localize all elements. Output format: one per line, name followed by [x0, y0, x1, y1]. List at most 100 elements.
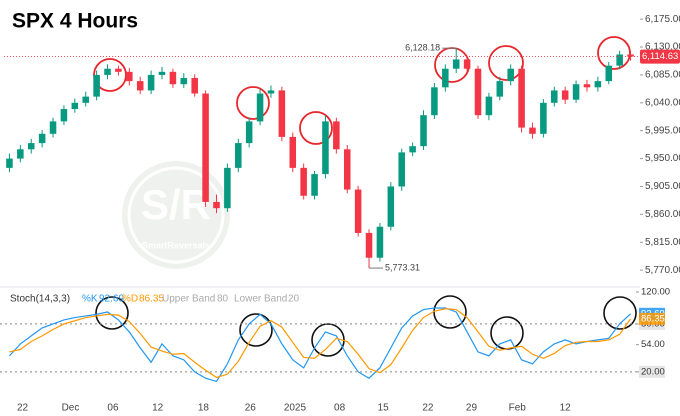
candle-body — [376, 226, 384, 258]
candle-body — [365, 232, 373, 258]
candle-body — [333, 121, 340, 150]
candle-body — [115, 68, 122, 72]
highlight-circle — [490, 316, 524, 350]
candle-body — [529, 127, 536, 134]
watermark: S/R SmartReversals — [122, 161, 230, 269]
legend-name: %K — [82, 294, 98, 305]
candle-body — [343, 149, 351, 190]
highlight-circle — [603, 296, 637, 330]
y-tick-label: 5,770.00 — [645, 265, 680, 276]
highlight-circle — [299, 111, 333, 145]
x-tick-label: 12 — [560, 403, 572, 414]
candle-body — [136, 81, 144, 91]
candle-body — [224, 167, 231, 209]
y-tick-label: 5,860.00 — [645, 209, 680, 220]
candle-body — [202, 93, 209, 202]
last-value-badge — [639, 312, 665, 325]
x-tick-label: Dec — [62, 403, 80, 414]
candle-body — [496, 81, 504, 97]
y-tick-label: 6,085.00 — [645, 70, 680, 81]
legend-band-name: Lower Band — [234, 294, 287, 305]
highlight-circle — [95, 296, 129, 330]
legend-name: %D — [122, 294, 138, 305]
candle-body — [485, 96, 493, 116]
candle-body — [17, 149, 24, 159]
candle-body — [387, 186, 395, 227]
candle-body — [551, 90, 558, 103]
candle-body — [605, 65, 613, 82]
candle-body — [627, 54, 634, 57]
y-tick-label: 5,995.00 — [645, 125, 680, 136]
highlight-circle — [236, 86, 270, 120]
x-tick-label: 15 — [378, 403, 390, 414]
candle-body — [300, 167, 307, 196]
watermark-logo: S/R — [141, 181, 211, 228]
candle-body — [235, 143, 242, 168]
y-tick-label: 20.00 — [641, 366, 665, 377]
candle-body — [180, 78, 188, 85]
candle-body — [463, 59, 471, 69]
x-tick-label: 08 — [334, 403, 346, 414]
x-tick-label: 22 — [17, 403, 29, 414]
candle-body — [354, 189, 362, 233]
legend-band-name: Upper Band — [162, 294, 215, 305]
highlight-circle — [239, 313, 273, 347]
watermark-ring — [127, 166, 225, 264]
candle-body — [213, 201, 220, 209]
y-tick-label: 6,175.00 — [645, 14, 680, 25]
candle-body — [256, 93, 264, 122]
x-tick-label: 18 — [198, 403, 210, 414]
x-tick-label: 2025 — [284, 403, 307, 414]
last-value-label: 86.35 — [641, 313, 665, 324]
x-tick-label: 12 — [152, 403, 164, 414]
tick-badge — [639, 365, 665, 378]
annotation-label: 5,773.31 — [385, 262, 420, 272]
candle-body — [322, 121, 329, 175]
candle-body — [474, 68, 482, 116]
x-tick-label: Feb — [509, 403, 527, 414]
price-circles — [93, 36, 631, 145]
y-tick-label: 120.00 — [641, 287, 670, 298]
chart-title: SPX 4 Hours — [12, 10, 138, 33]
candle-body — [507, 68, 514, 82]
x-tick-label: 22 — [422, 403, 434, 414]
candle-body — [420, 115, 427, 147]
candle-body — [147, 74, 155, 91]
y-tick-label: 54.00 — [641, 339, 665, 350]
candle-body — [616, 54, 623, 66]
candle-body — [594, 81, 602, 88]
candle-body — [126, 71, 133, 82]
candle-body — [452, 59, 460, 69]
highlight-circle — [433, 295, 467, 329]
candle-body — [572, 84, 580, 100]
candle-body — [278, 90, 286, 137]
y-tick-label: 5,950.00 — [645, 153, 680, 164]
highlight-circle — [488, 45, 524, 81]
y-tick-label: 5,905.00 — [645, 181, 680, 192]
candle-body — [60, 109, 68, 122]
candle-body — [169, 71, 177, 85]
candle-body — [442, 68, 449, 88]
watermark-name: SmartReversals — [142, 240, 210, 250]
candle-body — [158, 71, 166, 75]
candle-body — [583, 84, 591, 88]
candle-body — [49, 121, 57, 134]
y-tick-label: 6,040.00 — [645, 97, 680, 108]
x-tick-label: 29 — [466, 403, 478, 414]
y-tick-label: 5,815.00 — [645, 237, 680, 248]
stoch-line — [9, 307, 631, 383]
candle-body — [71, 102, 79, 110]
candle-body — [518, 68, 525, 128]
stoch-circles — [95, 295, 637, 357]
candle-body — [27, 143, 35, 150]
candle-body — [311, 174, 318, 196]
candle-body — [561, 90, 569, 100]
candle-body — [245, 121, 253, 144]
candle-body — [93, 74, 100, 97]
highlight-circle — [597, 36, 631, 70]
candle-body — [38, 133, 46, 144]
legend-band-value: 80 — [217, 294, 229, 305]
candle-body — [6, 158, 13, 168]
candle-body — [191, 78, 198, 94]
